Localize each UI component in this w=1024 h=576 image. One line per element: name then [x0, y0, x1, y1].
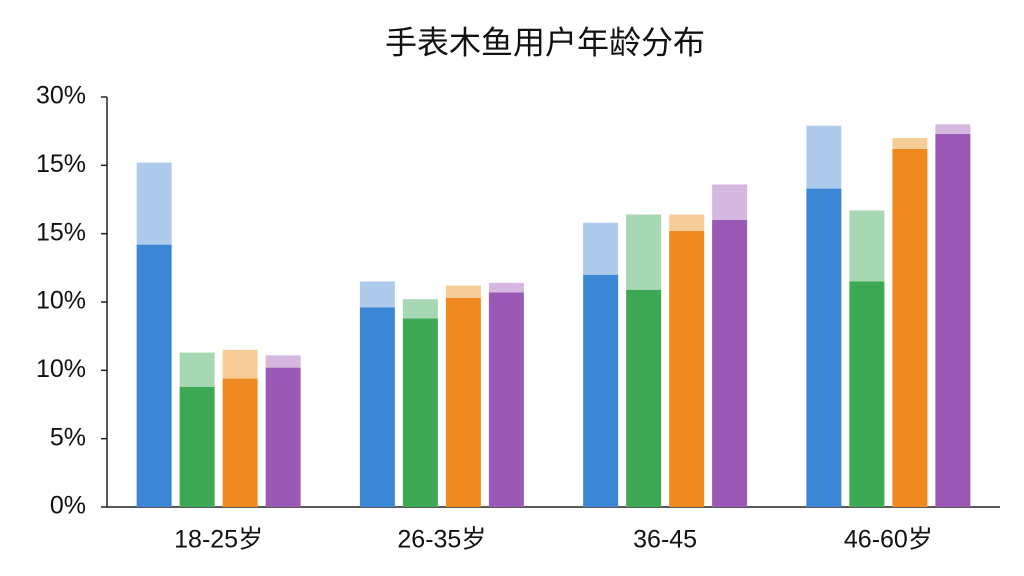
- bar: [402, 318, 438, 507]
- x-tick-label: 18-25岁: [174, 526, 263, 554]
- bar: [712, 220, 748, 507]
- bar-upper: [892, 138, 928, 149]
- bar-upper: [265, 355, 301, 368]
- y-tick-label: 15%: [36, 150, 86, 178]
- bar-upper: [669, 214, 705, 231]
- y-tick-label: 5%: [50, 423, 86, 451]
- bar-upper: [179, 352, 215, 387]
- bar: [445, 297, 481, 507]
- bar-upper: [445, 285, 481, 298]
- bar: [179, 386, 215, 507]
- bar: [222, 378, 258, 507]
- bar-upper: [935, 124, 971, 134]
- bar-upper: [806, 125, 842, 189]
- bar-upper: [488, 282, 524, 293]
- bar: [265, 367, 301, 507]
- bar: [935, 133, 971, 507]
- bar: [892, 148, 928, 507]
- bar: [669, 230, 705, 507]
- y-tick-label: 15%: [36, 218, 86, 246]
- bar: [488, 292, 524, 507]
- y-tick-label: 30%: [36, 82, 86, 110]
- y-tick-label: 10%: [36, 355, 86, 383]
- bar-upper: [849, 210, 885, 282]
- bar: [583, 274, 619, 507]
- bar: [359, 307, 395, 507]
- y-tick-label: 0%: [50, 492, 86, 520]
- bar: [849, 281, 885, 507]
- y-tick-label: 10%: [36, 287, 86, 315]
- bar-upper: [712, 184, 748, 220]
- bar: [626, 289, 662, 507]
- x-tick-label: 26-35岁: [397, 526, 486, 554]
- bar-upper: [136, 162, 172, 245]
- bar-upper: [626, 214, 662, 290]
- bar-upper: [402, 299, 438, 319]
- bar: [806, 188, 842, 508]
- bar-upper: [359, 281, 395, 308]
- bar-upper: [222, 349, 258, 379]
- chart-title: 手表木鱼用户年龄分布: [385, 24, 705, 60]
- bar-upper: [583, 222, 619, 275]
- bar: [136, 244, 172, 507]
- x-tick-label: 46-60岁: [844, 526, 933, 554]
- x-tick-label: 36-45: [633, 526, 697, 554]
